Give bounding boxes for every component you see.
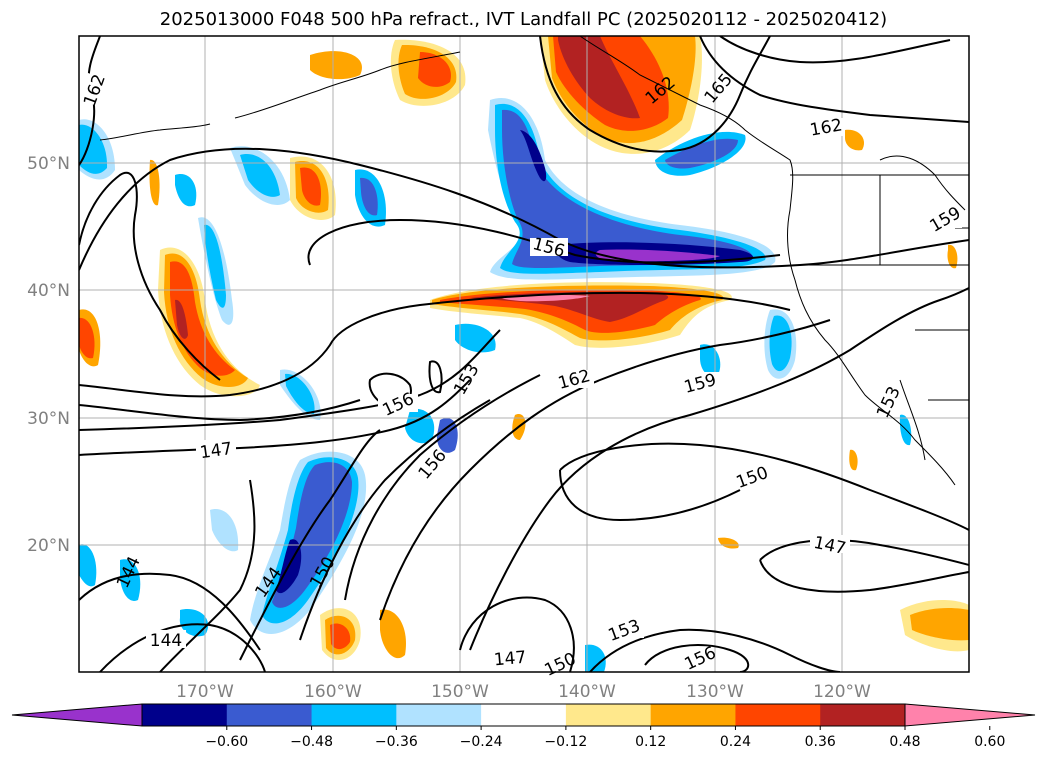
latitude-labels: 50°N 40°N 30°N 20°N bbox=[27, 154, 70, 556]
lon-label-120w: 120°W bbox=[813, 682, 871, 702]
colorbar-tick-label: −0.24 bbox=[460, 734, 503, 750]
colorbar-tick-label: −0.12 bbox=[544, 734, 587, 750]
colorbar-extend-low bbox=[11, 703, 143, 727]
colorbar-swatch bbox=[735, 704, 821, 726]
geopotential-contours bbox=[79, 36, 969, 672]
contour-label: 153 bbox=[450, 360, 484, 398]
lon-label-150w: 150°W bbox=[431, 682, 489, 702]
lat-label-50n: 50°N bbox=[27, 154, 70, 174]
colorbar-tick-label: 0.60 bbox=[974, 734, 1005, 750]
colorbar-swatch bbox=[565, 704, 652, 726]
longitude-labels: 170°W 160°W 150°W 140°W 130°W 120°W bbox=[176, 682, 871, 702]
colorbar-frame bbox=[141, 703, 906, 727]
colorbar: −0.60 −0.48 −0.36 −0.24 −0.12 0.12 0.24 0.36 0.4… bbox=[11, 703, 1036, 750]
colorbar-tick-label: 0.48 bbox=[889, 734, 920, 750]
colorbar-swatch bbox=[820, 704, 906, 726]
map-title: 2025013000 F048 500 hPa refract., IVT La… bbox=[159, 9, 888, 30]
lon-label-140w: 140°W bbox=[558, 682, 616, 702]
contour-label: 147 bbox=[199, 439, 234, 463]
colorbar-swatch bbox=[226, 704, 313, 726]
colorbar-swatch bbox=[142, 704, 228, 726]
colorbar-tick-label: 0.36 bbox=[805, 734, 836, 750]
lat-label-20n: 20°N bbox=[27, 536, 70, 556]
contour-label: 147 bbox=[493, 648, 527, 671]
colorbar-swatch bbox=[396, 704, 482, 726]
contour-label: 159 bbox=[926, 203, 964, 237]
contour-label: 162 bbox=[808, 115, 843, 140]
colorbar-tick-label: −0.36 bbox=[375, 734, 418, 750]
lat-label-40n: 40°N bbox=[27, 281, 70, 301]
contour-label-group: 162 162 162 165 159 156 156 153 153 156 … bbox=[72, 70, 965, 681]
colorbar-tick-label: 0.24 bbox=[720, 734, 751, 750]
lon-label-170w: 170°W bbox=[176, 682, 234, 702]
contour-label: 144 bbox=[150, 631, 182, 651]
colorbar-swatch bbox=[650, 704, 736, 726]
contour-label: 165 bbox=[701, 70, 737, 108]
colorbar-swatch bbox=[481, 704, 567, 726]
colorbar-tick-label: −0.60 bbox=[205, 734, 248, 750]
coastlines bbox=[99, 36, 969, 486]
lon-label-160w: 160°W bbox=[304, 682, 362, 702]
colorbar-extend-high bbox=[904, 703, 1036, 727]
lat-label-30n: 30°N bbox=[27, 409, 70, 429]
colorbar-swatch bbox=[311, 704, 397, 726]
colorbar-tick-label: 0.12 bbox=[635, 734, 666, 750]
colorbar-tick-label: −0.48 bbox=[290, 734, 333, 750]
lon-label-130w: 130°W bbox=[686, 682, 744, 702]
contour-label: 156 bbox=[681, 643, 719, 675]
map-frame bbox=[78, 35, 970, 673]
